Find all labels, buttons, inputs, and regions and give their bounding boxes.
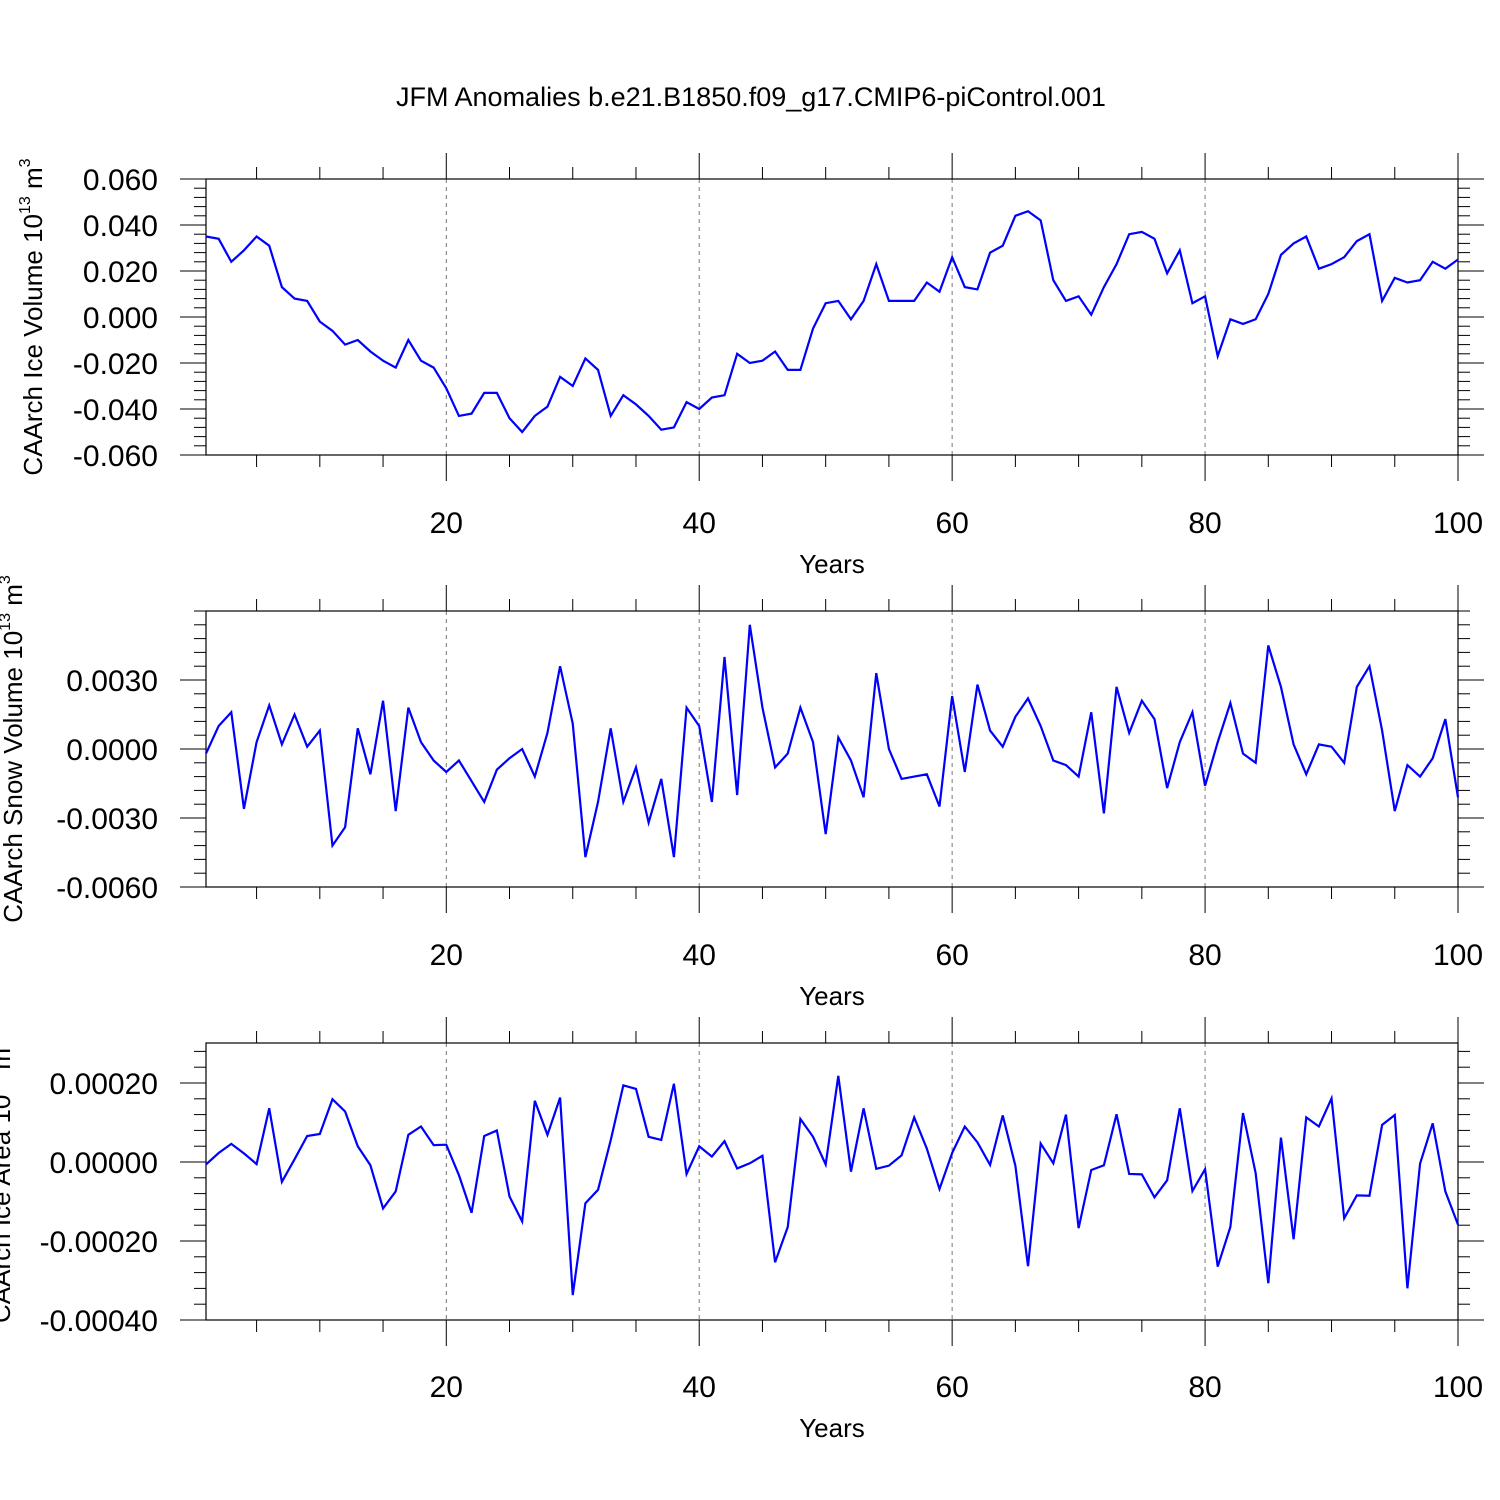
y-tick-label: 0.000: [83, 302, 158, 335]
x-tick-label: 80: [1188, 939, 1221, 972]
y-tick-label: 0.0000: [66, 734, 158, 767]
y-tick-label: -0.020: [73, 348, 158, 381]
series-line: [205, 624, 1460, 858]
panel-3: 0.00020 0.00000 -0.00020 -0.00040 20 40 60 80 10…: [0, 1017, 1484, 1443]
y-tick-label: 0.00000: [50, 1147, 158, 1180]
x-tick-label: 60: [935, 1371, 968, 1404]
y-tick-label: -0.0060: [56, 872, 158, 905]
series-line: [205, 1075, 1460, 1296]
y-axis-title: CAArch Snow Volume 1013 m3: [0, 575, 28, 923]
x-tick-label: 40: [683, 939, 716, 972]
panel-2: 0.0030 0.0000 -0.0030 -0.0060 20 40 60 80 100 Yea…: [0, 575, 1484, 1011]
y-tick-label: -0.060: [73, 440, 158, 473]
y-tick-label: 0.020: [83, 256, 158, 289]
x-tick-label: 40: [683, 507, 716, 540]
x-tick-label: 20: [430, 939, 463, 972]
y-tick-label: 0.0030: [66, 665, 158, 698]
x-tick-label: 60: [935, 507, 968, 540]
x-tick-label: 20: [430, 1371, 463, 1404]
y-tick-label: 0.00020: [50, 1068, 158, 1101]
series-line: [205, 209, 1459, 434]
x-tick-label: 100: [1433, 1371, 1483, 1404]
x-tick-label: 80: [1188, 507, 1221, 540]
y-tick-label: -0.040: [73, 394, 158, 427]
x-axis-title: Years: [799, 981, 865, 1011]
y-tick-label: 0.040: [83, 210, 158, 243]
y-tick-label: -0.0030: [56, 803, 158, 836]
x-tick-label: 80: [1188, 1371, 1221, 1404]
x-tick-label: 40: [683, 1371, 716, 1404]
y-tick-label: 0.060: [83, 164, 158, 197]
x-axis-title: Years: [799, 1413, 865, 1443]
x-tick-label: 100: [1433, 507, 1483, 540]
x-tick-label: 20: [430, 507, 463, 540]
plot-frame: [205, 1042, 1459, 1321]
x-tick-label: 60: [935, 939, 968, 972]
y-axis-title: CAArch Ice Volume 1013 m3: [17, 158, 48, 475]
x-axis-title: Years: [799, 549, 865, 579]
y-axis-title: CAArch Ice Area 1013 m2: [0, 1039, 16, 1323]
plot-frame: [205, 178, 1459, 456]
chart-title: JFM Anomalies b.e21.B1850.f09_g17.CMIP6-…: [396, 82, 1106, 112]
y-tick-label: -0.00040: [40, 1305, 158, 1338]
x-tick-label: 100: [1433, 939, 1483, 972]
panels: 0.060 0.040 0.020 0.000 -0.020 -0.040 -0.060 20…: [0, 153, 1484, 1443]
y-tick-label: -0.00020: [40, 1226, 158, 1259]
panel-1: 0.060 0.040 0.020 0.000 -0.020 -0.040 -0.060 20…: [17, 153, 1484, 579]
